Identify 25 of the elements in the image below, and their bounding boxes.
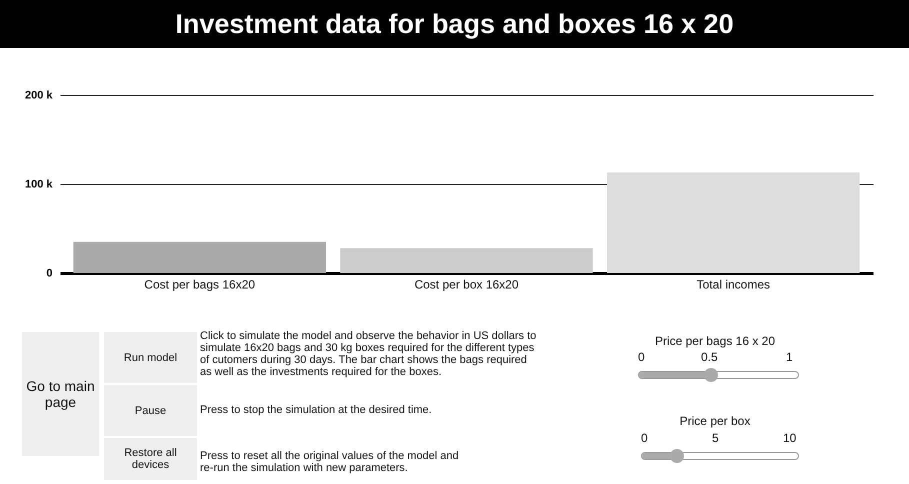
bar <box>606 172 860 273</box>
text: 0 <box>641 431 649 445</box>
text: 0.5 <box>701 350 719 364</box>
text: 5 <box>712 431 720 445</box>
text: Click to simulate the model and observe the behavior in US dollars to simulate 16x20 bags and 30 kg boxes required for the different types of cutomers during 30 days. The bar chart shows the bags required as well as the investments required for the boxes. <box>200 330 538 378</box>
x-tick-label: Total incomes <box>696 278 770 292</box>
y-tick-label: 200 k <box>24 90 54 102</box>
button: Pause <box>104 385 197 436</box>
text: Price per box <box>678 414 752 428</box>
text: Press to stop the simulation at the desired time. <box>200 404 433 416</box>
text: 1 <box>786 350 794 364</box>
text: Price per bags 16 x 20 <box>654 334 776 348</box>
x-tick-label: Cost per bags 16x20 <box>144 278 256 292</box>
y-tick-label: 0 <box>46 268 52 280</box>
chart-title: Investment data for bags and boxes 16 x 20 <box>0 0 909 48</box>
button: Go to main page <box>22 332 99 456</box>
bar <box>340 248 593 273</box>
text: Press to reset all the original values of the model and re-run the simulation with new parameters. <box>200 450 460 474</box>
button: Restore all devices <box>104 438 197 480</box>
button: Run model <box>104 332 197 383</box>
bar <box>73 242 326 273</box>
text: 10 <box>783 431 797 445</box>
x-tick-label: Cost per box 16x20 <box>414 278 519 292</box>
y-tick-label: 100 k <box>24 178 54 190</box>
text: 0 <box>638 350 646 364</box>
